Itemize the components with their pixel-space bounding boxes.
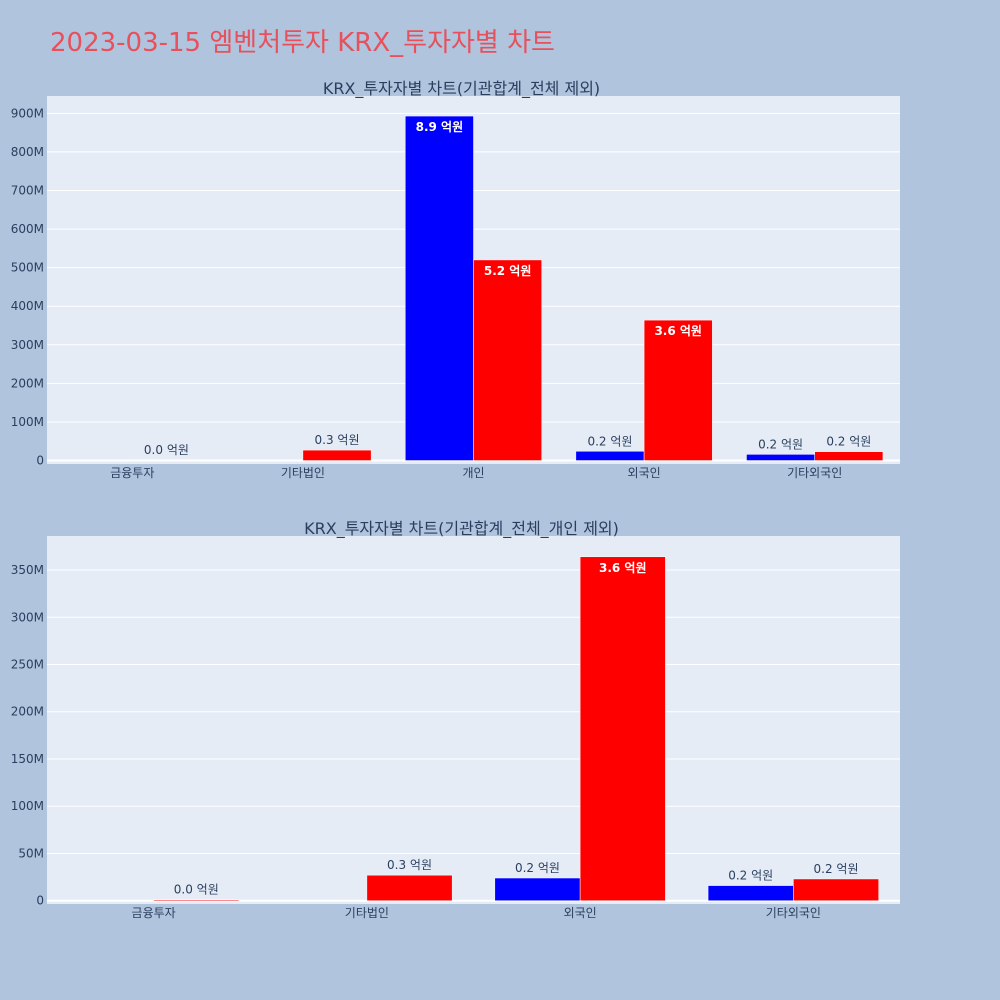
bar-red (814, 451, 884, 461)
bar-blue (405, 115, 474, 461)
bar-data-label: 0.3 억원 (387, 858, 432, 872)
bar-red (302, 449, 372, 461)
bar-blue (494, 877, 581, 901)
bar-data-label: 0.3 억원 (315, 433, 360, 447)
bar-data-label: 0.2 억원 (728, 869, 773, 883)
y-tick-label: 800M (11, 145, 44, 159)
x-tick-label: 금융투자 (132, 906, 176, 920)
bar-data-label: 0.2 억원 (515, 861, 560, 875)
y-tick-label: 600M (11, 222, 44, 236)
bar-data-label: 8.9 억원 (416, 120, 464, 134)
bar-red (473, 259, 542, 461)
y-tick-label: 900M (11, 106, 44, 120)
bar-data-label: 0.2 억원 (814, 862, 859, 876)
bar-data-label: 0.2 억원 (826, 435, 871, 449)
x-tick-label: 외국인 (628, 466, 661, 480)
bar-data-label: 0.0 억원 (144, 443, 189, 457)
chart-title: KRX_투자자별 차트(기관합계_전체 제외) (323, 79, 600, 99)
bar-blue (707, 885, 794, 901)
x-tick-label: 금융투자 (110, 466, 154, 480)
y-tick-label: 200M (11, 376, 44, 390)
y-tick-label: 300M (11, 610, 44, 624)
bar-data-label: 0.2 억원 (587, 434, 632, 448)
x-tick-label: 기타외국인 (766, 906, 821, 920)
y-tick-label: 0 (36, 454, 44, 468)
y-tick-label: 300M (11, 338, 44, 352)
y-tick-label: 100M (11, 415, 44, 429)
y-tick-label: 150M (11, 752, 44, 766)
y-tick-label: 400M (11, 299, 44, 313)
bar-data-label: 0.0 억원 (174, 883, 219, 897)
bar-data-label: 5.2 억원 (484, 264, 532, 278)
plot-area (47, 536, 900, 904)
y-tick-label: 0 (36, 894, 44, 908)
x-tick-label: 외국인 (564, 906, 597, 920)
y-tick-label: 700M (11, 184, 44, 198)
bar-red (153, 899, 240, 901)
x-tick-label: 개인 (462, 466, 484, 480)
chart-panel-2: 0 50M 100M 150M 200M 250M 300M 350M KRX_투자자별 차트(… (11, 519, 900, 920)
y-tick-label: 200M (11, 705, 44, 719)
chart-panel-1: 0 100M 200M 300M 400M 500M 600M 700M 800M 900M KRX… (11, 79, 900, 480)
y-tick-label: 250M (11, 657, 44, 671)
bar-data-label: 3.6 억원 (599, 561, 647, 575)
bar-data-label: 3.6 억원 (654, 324, 702, 338)
y-tick-label: 100M (11, 799, 44, 813)
bar-data-label: 0.2 억원 (758, 437, 803, 451)
chart-title: KRX_투자자별 차트(기관합계_전체_개인 제외) (304, 519, 619, 539)
x-tick-label: 기타법인 (281, 466, 325, 480)
y-tick-label: 350M (11, 563, 44, 577)
bar-red (579, 556, 666, 901)
bar-red (366, 874, 453, 901)
y-tick-label: 500M (11, 261, 44, 275)
y-tick-label: 50M (18, 846, 44, 860)
bar-red (643, 319, 713, 461)
bar-red (793, 878, 879, 901)
page-title: 2023-03-15 엠벤처투자 KRX_투자자별 차트 (50, 28, 555, 58)
x-tick-label: 기타외국인 (787, 466, 842, 480)
x-tick-label: 기타법인 (345, 906, 389, 920)
